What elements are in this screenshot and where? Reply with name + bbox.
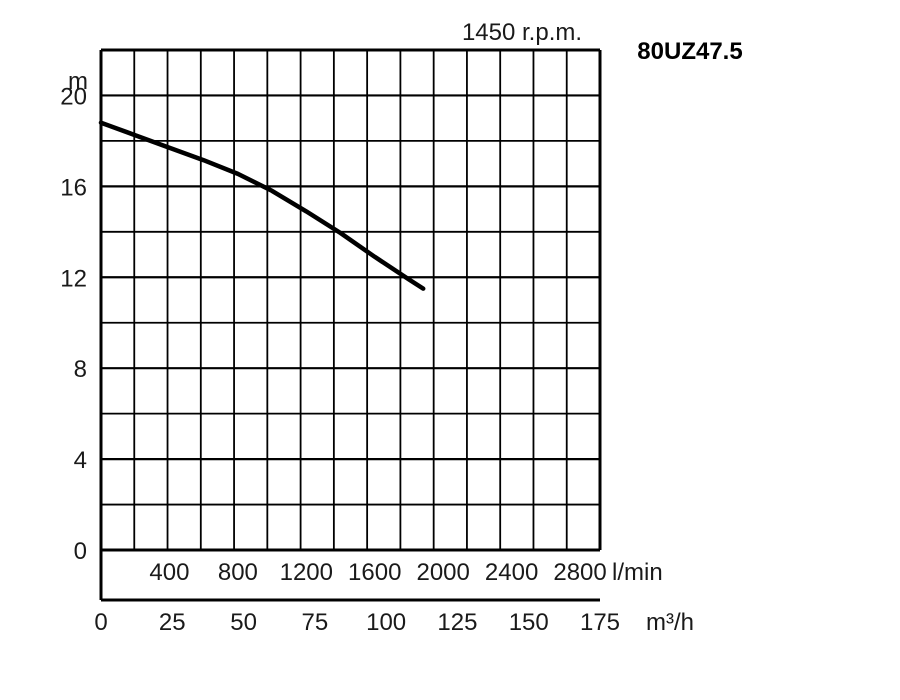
x-tick-label-m3h: 125 (437, 609, 477, 636)
x-tick-label-m3h: 75 (302, 609, 329, 636)
x-tick-label-m3h: 25 (159, 609, 186, 636)
y-tick-label: 20 (60, 83, 87, 110)
y-tick-label: 12 (60, 265, 87, 292)
y-axis-unit: m (68, 68, 88, 95)
x-axis-unit-m3h: m³/h (646, 609, 694, 636)
rpm-label: 1450 r.p.m. (462, 19, 582, 46)
y-tick-label: 16 (60, 174, 87, 201)
chart-title: 80UZ47.5 (637, 38, 742, 65)
y-tick-label: 4 (74, 447, 87, 474)
grid (99, 48, 602, 602)
x-tick-label-lmin: 1600 (348, 559, 401, 586)
x-tick-label-lmin: 1200 (280, 559, 333, 586)
x-tick-label-lmin: 2400 (485, 559, 538, 586)
y-tick-label: 8 (74, 356, 87, 383)
axis-labels: 0 4 8 12 16 20 400 800 1200 1600 2000 2400 2800 0 25 50… (60, 83, 620, 636)
x-tick-label-m3h: 50 (230, 609, 257, 636)
x-tick-label-lmin: 800 (218, 559, 258, 586)
x-tick-label-lmin: 400 (149, 559, 189, 586)
x-tick-label-m3h: 150 (509, 609, 549, 636)
x-axis-unit-lmin: l/min (612, 559, 663, 586)
head-curve (98, 120, 426, 291)
x-tick-label-m3h: 0 (94, 609, 107, 636)
x-tick-label-m3h: 100 (366, 609, 406, 636)
x-tick-label-m3h: 175 (580, 609, 620, 636)
x-tick-label-lmin: 2000 (416, 559, 469, 586)
y-tick-label: 0 (74, 538, 87, 565)
x-tick-label-lmin: 2800 (553, 559, 606, 586)
